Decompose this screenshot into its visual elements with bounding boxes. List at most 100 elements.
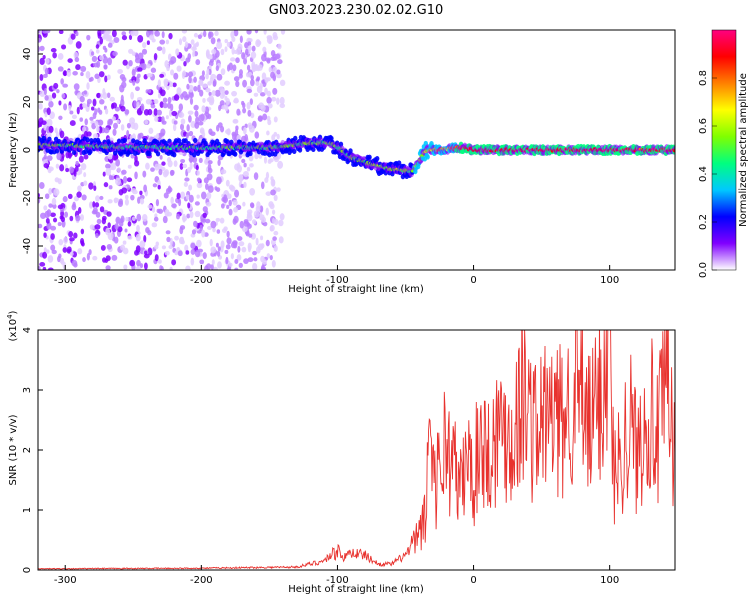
heatmap-cell: [59, 164, 65, 172]
y-tick-label: 4: [22, 327, 33, 333]
heatmap-cell: [154, 163, 159, 171]
heatmap-cell: [194, 110, 199, 118]
heatmap-cell: [211, 259, 215, 266]
heatmap-cell: [226, 237, 232, 245]
heatmap-cell: [106, 211, 112, 217]
heatmap-cell: [231, 36, 236, 43]
heatmap-cell: [118, 198, 123, 205]
heatmap-cell: [217, 246, 221, 252]
heatmap-cell: [73, 169, 77, 177]
heatmap-cell: [277, 43, 282, 50]
heatmap-cell: [217, 159, 221, 166]
heatmap-cell: [201, 83, 208, 88]
heatmap-cell: [75, 64, 81, 71]
heatmap-cell: [207, 160, 213, 165]
heatmap-cell: [266, 96, 272, 104]
heatmap-cell: [188, 115, 192, 123]
heatmap-cell: [172, 82, 177, 88]
heatmap-cell: [58, 239, 64, 246]
heatmap-cell: [103, 64, 108, 70]
heatmap-cell: [221, 105, 226, 110]
heatmap-cell: [188, 130, 194, 137]
heatmap-cell: [264, 87, 268, 95]
heatmap-cell: [297, 147, 303, 153]
heatmap-cell: [188, 156, 194, 163]
heatmap-cell: [243, 162, 247, 168]
heatmap-cell: [183, 181, 189, 188]
heatmap-cell: [72, 149, 77, 156]
heatmap-cell: [249, 188, 256, 196]
heatmap-cell: [142, 170, 147, 178]
heatmap-cell: [133, 160, 140, 167]
heatmap-cell: [43, 163, 49, 169]
heatmap-cell: [134, 171, 138, 180]
heatmap-cell: [107, 42, 113, 48]
heatmap-cell: [176, 213, 181, 220]
heatmap-cell: [143, 74, 148, 80]
heatmap-cell: [132, 189, 138, 195]
heatmap-cell: [220, 169, 227, 175]
heatmap-cell: [196, 182, 203, 189]
heatmap-cell: [108, 185, 113, 190]
spectrogram-x-axis-label: Height of straight line (km): [288, 284, 424, 295]
heatmap-cell: [246, 102, 251, 110]
heatmap-cell: [186, 124, 190, 132]
heatmap-cell: [75, 160, 79, 166]
heatmap-cell: [143, 262, 148, 270]
heatmap-cell: [89, 224, 95, 230]
heatmap-cell: [244, 48, 249, 56]
heatmap-cell: [123, 264, 128, 270]
heatmap-cell: [180, 159, 186, 164]
heatmap-cell: [156, 116, 163, 123]
heatmap-cell: [235, 80, 240, 88]
heatmap-cell: [374, 156, 380, 162]
heatmap-cell: [62, 83, 69, 88]
heatmap-cell: [202, 206, 208, 213]
heatmap-cell: [257, 64, 263, 71]
heatmap-cell: [42, 266, 47, 270]
heatmap-cell: [148, 127, 154, 134]
heatmap-cell: [293, 135, 298, 141]
heatmap-cell: [170, 56, 177, 64]
heatmap-cell: [46, 118, 53, 127]
heatmap-cell: [225, 129, 231, 135]
heatmap-cell: [259, 82, 263, 89]
heatmap-cell: [39, 57, 45, 66]
heatmap-cell: [189, 211, 194, 219]
heatmap-cell: [66, 69, 72, 77]
heatmap-cell: [171, 110, 178, 117]
heatmap-cell: [248, 125, 255, 133]
heatmap-cell: [204, 106, 210, 115]
heatmap-cell: [260, 235, 264, 241]
heatmap-cell: [221, 228, 227, 233]
heatmap-cell: [133, 100, 137, 108]
heatmap-cell: [183, 60, 187, 67]
heatmap-cell: [57, 204, 64, 210]
heatmap-cell: [159, 101, 164, 109]
heatmap-cell: [256, 201, 261, 209]
heatmap-cell: [111, 30, 117, 38]
heatmap-cell: [69, 237, 75, 242]
heatmap-cell: [162, 170, 169, 178]
heatmap-cell: [292, 148, 297, 154]
heatmap-cell: [210, 264, 214, 270]
heatmap-cell: [144, 119, 149, 125]
heatmap-cell: [105, 167, 112, 176]
heatmap-cell: [86, 252, 90, 261]
heatmap-cell: [193, 76, 197, 83]
heatmap-cell: [252, 262, 258, 270]
heatmap-cell: [129, 259, 136, 267]
heatmap-cell: [269, 203, 275, 210]
heatmap-cell: [216, 41, 223, 50]
heatmap-cell: [52, 52, 57, 59]
heatmap-cell: [73, 232, 78, 239]
heatmap-cell: [167, 96, 172, 104]
heatmap-cell: [82, 257, 86, 263]
heatmap-cell: [232, 119, 238, 124]
heatmap-cell: [206, 54, 213, 60]
heatmap-cell: [38, 37, 42, 43]
heatmap-cell: [176, 138, 182, 144]
heatmap-cell: [146, 40, 150, 45]
heatmap-cell: [169, 109, 173, 117]
heatmap-cell: [39, 90, 46, 97]
